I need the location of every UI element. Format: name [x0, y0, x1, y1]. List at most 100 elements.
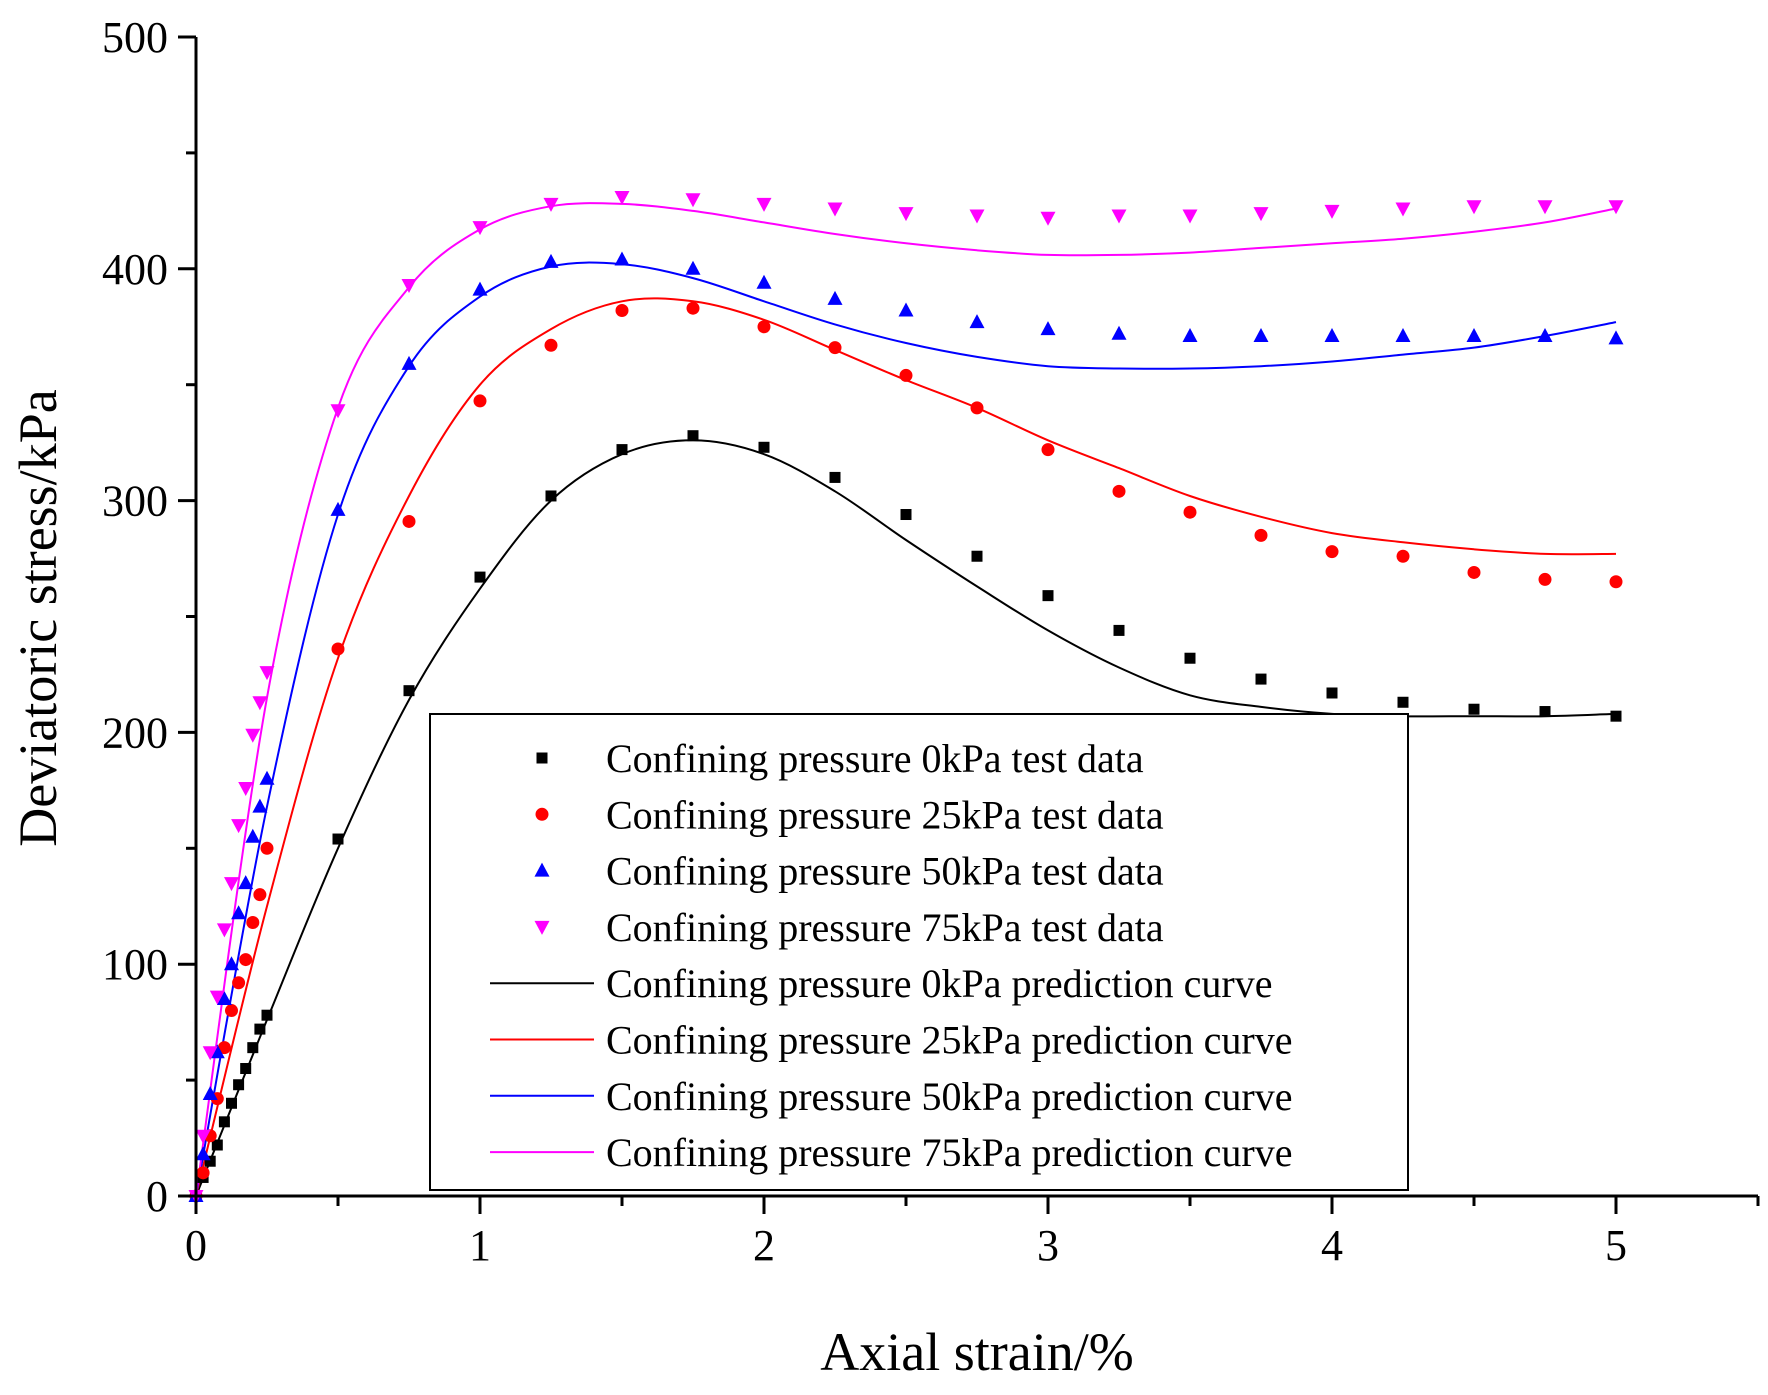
data-point [898, 207, 914, 222]
legend-label: Confining pressure 50kPa test data [606, 849, 1164, 894]
data-point [1397, 696, 1409, 708]
data-point [245, 828, 261, 843]
data-point [401, 279, 417, 294]
data-point [1182, 328, 1198, 343]
data-point [1608, 200, 1624, 215]
data-point [252, 696, 268, 711]
data-point [1467, 565, 1481, 579]
data-point [545, 490, 557, 502]
data-point [615, 304, 629, 318]
data-point [204, 1155, 216, 1167]
data-point [969, 314, 985, 329]
data-point [232, 976, 246, 990]
data-point [253, 888, 267, 902]
x-tick-label: 2 [753, 1221, 775, 1270]
series-points-confining-pressure-25kpa-test-data [189, 301, 1623, 1203]
plot-markers [188, 190, 1624, 1204]
data-point [252, 798, 268, 813]
data-point [247, 1042, 259, 1054]
data-point [330, 404, 346, 419]
data-point [238, 782, 254, 797]
legend: Confining pressure 0kPa test data Confini… [429, 713, 1409, 1191]
data-point [331, 642, 345, 656]
data-point [971, 550, 983, 562]
data-point [224, 877, 239, 892]
data-point [1112, 484, 1126, 498]
data-point [1609, 575, 1623, 589]
data-point [202, 1086, 218, 1101]
data-point [474, 571, 486, 583]
data-point [1326, 687, 1338, 699]
data-point [217, 1041, 231, 1055]
data-point [216, 990, 232, 1005]
data-point [756, 274, 772, 289]
data-point [900, 509, 912, 521]
data-point [1538, 572, 1552, 586]
data-point [614, 251, 630, 266]
data-point [245, 728, 261, 743]
y-tick-label: 200 [102, 708, 168, 757]
data-point [1395, 202, 1411, 217]
data-point [1253, 207, 1269, 222]
data-point [685, 260, 701, 275]
data-point [1325, 545, 1339, 559]
data-point [827, 202, 843, 217]
data-point [543, 197, 559, 212]
y-tick-label: 400 [102, 245, 168, 294]
data-point [216, 923, 232, 938]
data-point [472, 221, 488, 236]
data-point [969, 209, 985, 224]
x-tick-label: 0 [185, 1221, 207, 1270]
data-point [202, 1046, 218, 1061]
data-point [758, 441, 770, 453]
data-point [211, 1139, 223, 1151]
data-point [195, 1146, 211, 1161]
data-point [196, 1166, 210, 1180]
series-line-confining-pressure-25kpa-prediction-curve [195, 297, 1617, 1197]
data-point [259, 770, 275, 785]
data-point [1324, 204, 1340, 219]
ticks: 0 1 2 3 4 5 0 100 200 300 400 500 [102, 13, 1760, 1270]
data-point [756, 197, 772, 212]
data-point [403, 685, 415, 697]
data-point [225, 1004, 238, 1018]
data-point [829, 471, 841, 483]
data-point [472, 281, 488, 296]
series-line-confining-pressure-75kpa-prediction-curve [195, 202, 1617, 1197]
data-point [209, 1044, 225, 1059]
data-point [1466, 200, 1482, 215]
y-tick-label: 500 [102, 13, 168, 62]
data-point [261, 1009, 273, 1021]
data-point [1468, 703, 1480, 715]
data-point [330, 501, 346, 516]
data-point [218, 1116, 230, 1128]
data-point [1324, 328, 1340, 343]
data-point [473, 394, 487, 408]
data-point [259, 666, 275, 681]
legend-marker-symbol [534, 920, 550, 935]
data-point [1466, 328, 1482, 343]
data-point [1040, 211, 1056, 226]
data-point [1610, 710, 1622, 722]
data-point [1537, 328, 1553, 343]
data-point [402, 514, 416, 528]
data-point [233, 1079, 245, 1091]
data-point [1182, 209, 1198, 224]
data-point [231, 905, 247, 920]
data-point [757, 320, 771, 334]
data-point [260, 841, 274, 855]
x-tick-label: 5 [1605, 1221, 1627, 1270]
data-point [1537, 200, 1553, 215]
legend-label: Confining pressure 0kPa test data [606, 736, 1144, 781]
legend-label: Confining pressure 25kPa test data [606, 792, 1164, 837]
series-points-confining-pressure-50kpa-test-data [188, 251, 1624, 1202]
legend-label: Confining pressure 75kPa prediction curv… [606, 1130, 1293, 1175]
data-point [1395, 328, 1411, 343]
data-point [898, 302, 914, 317]
data-point [1113, 624, 1125, 636]
x-tick-label: 4 [1321, 1221, 1343, 1270]
data-point [685, 193, 701, 208]
data-point [827, 290, 843, 305]
data-point [1254, 528, 1268, 542]
